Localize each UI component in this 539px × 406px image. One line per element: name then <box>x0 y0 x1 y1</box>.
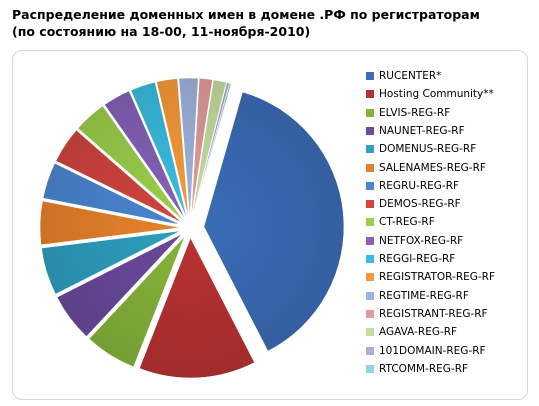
pie-slice-demos-reg-rf <box>55 129 182 223</box>
legend-label: SALENAMES-REG-RF <box>379 161 486 174</box>
chart-title-line-2: (по состоянию на 18-00, 11-ноября-2010) <box>12 24 311 39</box>
legend-swatch <box>366 126 374 135</box>
legend-label: DEMOS-REG-RF <box>379 198 461 211</box>
legend-swatch <box>366 145 374 154</box>
legend-swatch <box>366 163 374 172</box>
pie-slice-registrant-reg-rf <box>190 78 213 219</box>
legend-label: CT-REG-RF <box>379 216 435 229</box>
pie-slice-registrator-reg-rf <box>156 78 189 219</box>
legend-swatch <box>366 255 374 263</box>
legend-swatch <box>366 108 374 117</box>
legend-swatch <box>366 236 374 245</box>
legend-label: REGTIME-REG-RF <box>379 289 469 302</box>
legend-label: AGAVA-REG-RF <box>379 326 458 339</box>
legend-swatch <box>366 218 374 227</box>
legend-label: NETFOX-REG-RF <box>379 234 464 247</box>
pie-slice-salenames-reg-rf <box>39 200 181 246</box>
legend-label: REGRU-REG-RF <box>379 179 460 192</box>
legend-label: REGISTRANT-REG-RF <box>379 307 488 320</box>
legend-label: REGISTRATOR-REG-RF <box>379 271 496 284</box>
legend-swatch <box>366 181 374 190</box>
legend-swatch <box>366 364 374 373</box>
legend-swatch <box>366 346 374 355</box>
pie-slice-rtcomm-reg-rf <box>192 83 232 219</box>
legend-swatch <box>366 72 374 80</box>
legend-label: NAUNET-REG-RF <box>379 124 465 137</box>
legend-label: Hosting Community** <box>379 88 494 101</box>
pie-slice-netfox-reg-rf <box>104 90 186 220</box>
legend-label: 101DOMAIN-REG-RF <box>379 344 486 357</box>
chart-title-line-1: Распределение доменных имен в домене .РФ… <box>12 7 480 22</box>
legend-swatch <box>366 309 374 318</box>
legend-label: REGGI-REG-RF <box>379 253 456 265</box>
legend-label: DOMENUS-REG-RF <box>379 143 477 156</box>
legend-label: RUCENTER* <box>379 70 442 82</box>
chart-title: Распределение доменных имен в домене .РФ… <box>12 6 532 40</box>
pie-slice-elvis-reg-rf <box>88 236 185 368</box>
pie-slice-reggi-reg-rf <box>130 81 188 219</box>
pie-slice-regtime-reg-rf <box>178 77 199 219</box>
legend-label: ELVIS-REG-RF <box>379 106 451 119</box>
pie-slice-ct-reg-rf <box>77 105 184 221</box>
legend-swatch <box>366 328 374 337</box>
pie-slice-hosting-community <box>139 237 255 379</box>
pie-slice-naunet-reg-rf <box>56 233 183 337</box>
pie-slice-agava-reg-rf <box>191 79 227 219</box>
pie-slice-rucenter <box>203 91 345 352</box>
legend-swatch <box>366 90 374 99</box>
legend-swatch <box>366 291 374 300</box>
legend-swatch <box>366 200 374 209</box>
legend-label: RTCOMM-REG-RF <box>379 362 469 375</box>
pie-slice-regru-reg-rf <box>42 162 181 226</box>
pie-slice-domenus-reg-rf <box>41 230 181 295</box>
legend-swatch <box>366 273 374 282</box>
